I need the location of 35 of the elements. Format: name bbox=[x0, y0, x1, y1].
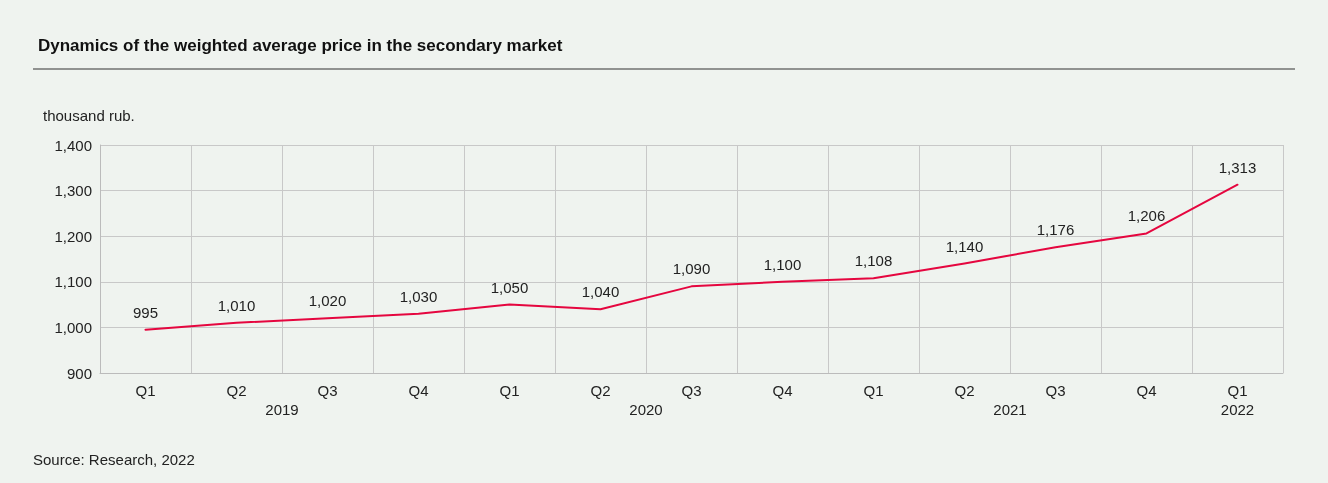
y-tick-label: 1,100 bbox=[54, 273, 92, 291]
x-tick-label: Q4 bbox=[1136, 382, 1157, 399]
category-label: Q2 2021 bbox=[954, 382, 1027, 418]
x-tick-label: Q1 bbox=[499, 382, 520, 399]
data-label: 1,140 bbox=[945, 237, 984, 255]
data-label: 1,020 bbox=[308, 292, 347, 310]
data-label: 1,108 bbox=[854, 252, 893, 270]
data-label: 995 bbox=[132, 303, 159, 321]
y-tick-label: 1,000 bbox=[54, 318, 92, 336]
y-tick-label: 1,200 bbox=[54, 227, 92, 245]
data-label: 1,040 bbox=[581, 283, 620, 301]
data-label: 1,313 bbox=[1218, 158, 1257, 176]
data-label: 1,010 bbox=[217, 296, 256, 314]
source-note: Source: Research, 2022 bbox=[33, 451, 195, 468]
x-tick-label: Q1 bbox=[863, 382, 884, 399]
category-label: Q2 2019 bbox=[226, 382, 299, 418]
data-label: 1,100 bbox=[763, 255, 802, 273]
data-label: 1,090 bbox=[672, 260, 711, 278]
data-label: 1,176 bbox=[1036, 221, 1075, 239]
data-label: 1,206 bbox=[1127, 207, 1166, 225]
x-tick-label: Q3 bbox=[1045, 382, 1066, 399]
x-tick-label: Q1 2022 bbox=[1220, 382, 1255, 418]
data-label: 1,050 bbox=[490, 278, 529, 296]
y-tick-label: 900 bbox=[66, 364, 92, 382]
data-label: 1,030 bbox=[399, 287, 438, 305]
x-tick-label: Q3 bbox=[317, 382, 338, 399]
y-axis-title: thousand rub. bbox=[43, 107, 135, 124]
x-tick-label: Q4 bbox=[772, 382, 793, 399]
chart-title: Dynamics of the weighted average price in the secondary market bbox=[38, 36, 563, 55]
x-tick-label: Q4 bbox=[408, 382, 429, 399]
y-tick-label: 1,300 bbox=[54, 182, 92, 200]
x-tick-label: Q1 bbox=[135, 382, 156, 399]
x-tick-label: Q3 bbox=[681, 382, 702, 399]
category-label: Q2 2020 bbox=[590, 382, 663, 418]
y-tick-label: 1,400 bbox=[54, 136, 92, 154]
